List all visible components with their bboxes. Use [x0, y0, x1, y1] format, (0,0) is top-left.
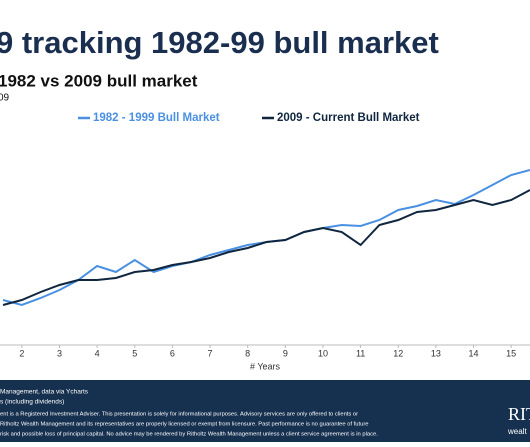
footer-disclaimer: ent is a Registered Investment Adviser. …: [0, 412, 358, 418]
x-tick-label: 4: [95, 348, 100, 358]
x-tick-label: 3: [57, 348, 62, 358]
x-tick-label: 5: [132, 348, 137, 358]
series-line: [2, 169, 530, 307]
x-tick-label: 10: [318, 348, 328, 358]
x-tick-label: 11: [356, 348, 365, 358]
footer-band: [0, 380, 530, 442]
legend-label: 2009 - Current Bull Market: [277, 112, 420, 124]
logo-sub: wealt: [507, 427, 527, 436]
x-axis-label: # Years: [250, 361, 281, 371]
footer-source-note: s (including dividends): [0, 399, 64, 406]
x-tick-label: 15: [506, 348, 516, 358]
footer-disclaimer: Ritholtz Wealth Management and its repre…: [0, 422, 369, 428]
chart-subtitle: 1982 vs 2009 bull market: [0, 71, 198, 90]
x-tick-label: 2: [19, 348, 24, 358]
logo: RIT: [508, 404, 530, 424]
x-tick-label: 7: [208, 348, 213, 358]
x-tick-label: 8: [245, 348, 250, 358]
x-tick-label: 13: [431, 348, 441, 358]
legend-label: 1982 - 1999 Bull Market: [93, 112, 220, 124]
series-line: [2, 189, 530, 306]
chart-title: 9 tracking 1982-99 bull market: [0, 25, 439, 60]
chart-note: 09: [0, 93, 10, 104]
x-tick-label: 14: [469, 348, 479, 358]
x-tick-label: 12: [393, 348, 403, 358]
x-tick-label: 9: [283, 348, 288, 358]
footer-disclaimer: risk and possible loss of principal capi…: [0, 432, 378, 438]
x-tick-label: 6: [170, 348, 175, 358]
footer-source: Management, data via Ycharts: [0, 389, 89, 396]
